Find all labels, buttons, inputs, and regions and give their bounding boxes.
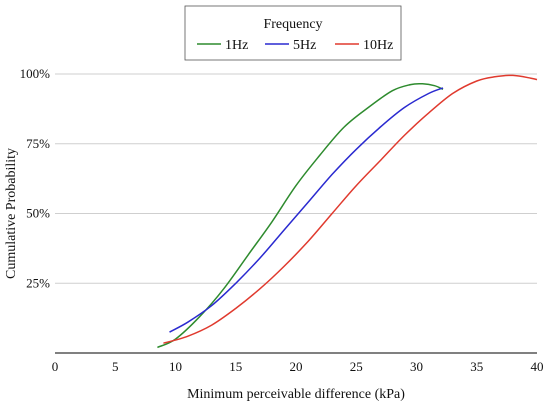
series-lines: [157, 74, 538, 349]
legend-label-10hz: 10Hz: [363, 38, 393, 53]
x-tick-label: 0: [52, 359, 59, 374]
legend-items: 1Hz 5Hz 10Hz: [197, 38, 393, 53]
x-tick-label: 35: [470, 359, 483, 374]
x-tick-label: 30: [410, 359, 423, 374]
y-tick-label: 75%: [26, 136, 50, 151]
legend-label-1hz: 1Hz: [225, 38, 248, 53]
series-line-5hz: [169, 87, 444, 333]
y-tick-label: 50%: [26, 206, 50, 221]
x-tick-label: 5: [112, 359, 119, 374]
x-tick-label: 15: [229, 359, 242, 374]
x-tick-label: 25: [350, 359, 363, 374]
legend-title: Frequency: [263, 17, 322, 32]
y-tick-label: 25%: [26, 275, 50, 290]
x-tick-label: 20: [290, 359, 303, 374]
x-axis-label: Minimum perceivable difference (kPa): [187, 387, 405, 402]
legend-label-5hz: 5Hz: [293, 38, 316, 53]
series-line-10hz: [163, 74, 538, 344]
legend-box: [184, 5, 402, 61]
legend: Frequency 1Hz 5Hz 10Hz: [184, 5, 402, 61]
x-tick-labels: 0 5 10 15 20 25 30 35 40: [52, 359, 544, 374]
x-tick-label: 40: [531, 359, 544, 374]
y-tick-labels: 25% 50% 75% 100%: [20, 66, 51, 290]
gridlines: [55, 73, 537, 284]
y-tick-label: 100%: [20, 66, 51, 81]
y-axis-label: Cumulative Probability: [4, 148, 19, 279]
x-tick-label: 10: [169, 359, 182, 374]
series-line-1hz: [157, 82, 444, 349]
